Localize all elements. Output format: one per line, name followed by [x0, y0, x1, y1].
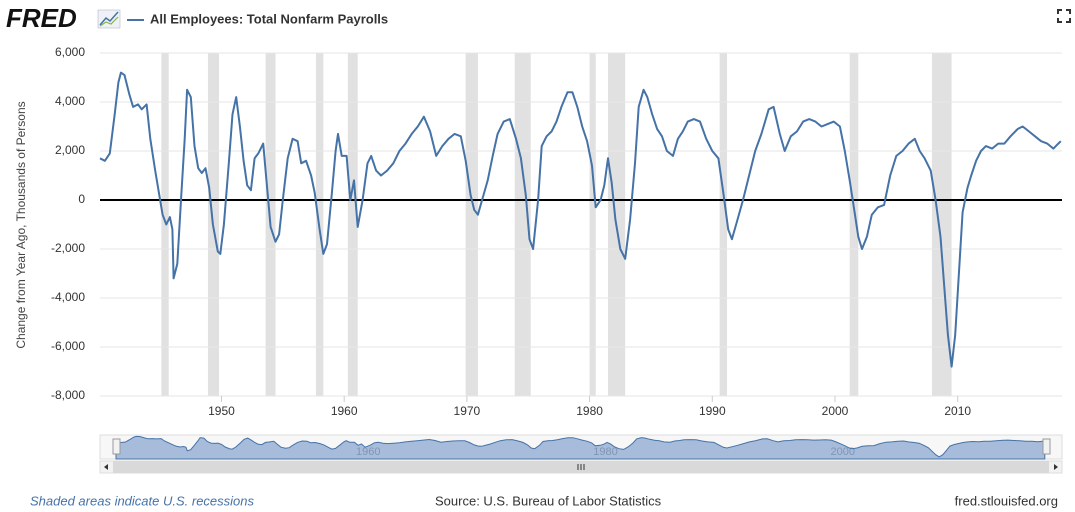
site-link[interactable]: fred.stlouisfed.org — [955, 493, 1058, 508]
y-tick-label: -8,000 — [51, 388, 85, 402]
x-tick-label: 1980 — [576, 404, 603, 418]
fullscreen-button[interactable] — [1057, 9, 1071, 23]
recession-band — [719, 53, 728, 396]
recession-band — [465, 53, 478, 396]
y-tick-label: 0 — [78, 192, 85, 206]
scroll-right[interactable] — [1054, 464, 1058, 470]
legend-label: All Employees: Total Nonfarm Payrolls — [150, 11, 388, 26]
x-tick-label: 1970 — [454, 404, 481, 418]
y-tick-label: -6,000 — [51, 339, 85, 353]
y-tick-label: 4,000 — [55, 94, 85, 108]
series-line — [99, 71, 1062, 368]
plot — [99, 52, 1062, 397]
brand-logo: FRED — [6, 3, 77, 33]
navigator-area — [115, 435, 1046, 460]
recession-band — [589, 53, 596, 396]
y-tick-label: -2,000 — [51, 241, 85, 255]
y-tick-label: 6,000 — [55, 45, 85, 59]
logo-icon — [97, 9, 121, 29]
recession-note: Shaded areas indicate U.S. recessions — [30, 493, 255, 508]
source: Source: U.S. Bureau of Labor Statistics — [435, 493, 662, 508]
x-tick-label: 2000 — [822, 404, 849, 418]
recession-band — [347, 53, 358, 396]
x-tick-label: 1960 — [331, 404, 358, 418]
y-axis-label: Change from Year Ago, Thousands of Perso… — [14, 101, 28, 348]
y-tick-label: 2,000 — [55, 143, 85, 157]
recession-band — [514, 53, 531, 396]
x-tick-label: 1990 — [699, 404, 726, 418]
x-tick-label: 2010 — [944, 404, 971, 418]
y-tick-label: -4,000 — [51, 290, 85, 304]
recession-band — [161, 53, 169, 396]
scroll-left[interactable] — [104, 464, 108, 470]
x-tick-label: 1950 — [208, 404, 235, 418]
navigator-handle[interactable] — [112, 438, 121, 455]
recession-band — [849, 53, 859, 396]
navigator-handle[interactable] — [1042, 438, 1051, 455]
scrollbar-grip — [577, 464, 585, 470]
